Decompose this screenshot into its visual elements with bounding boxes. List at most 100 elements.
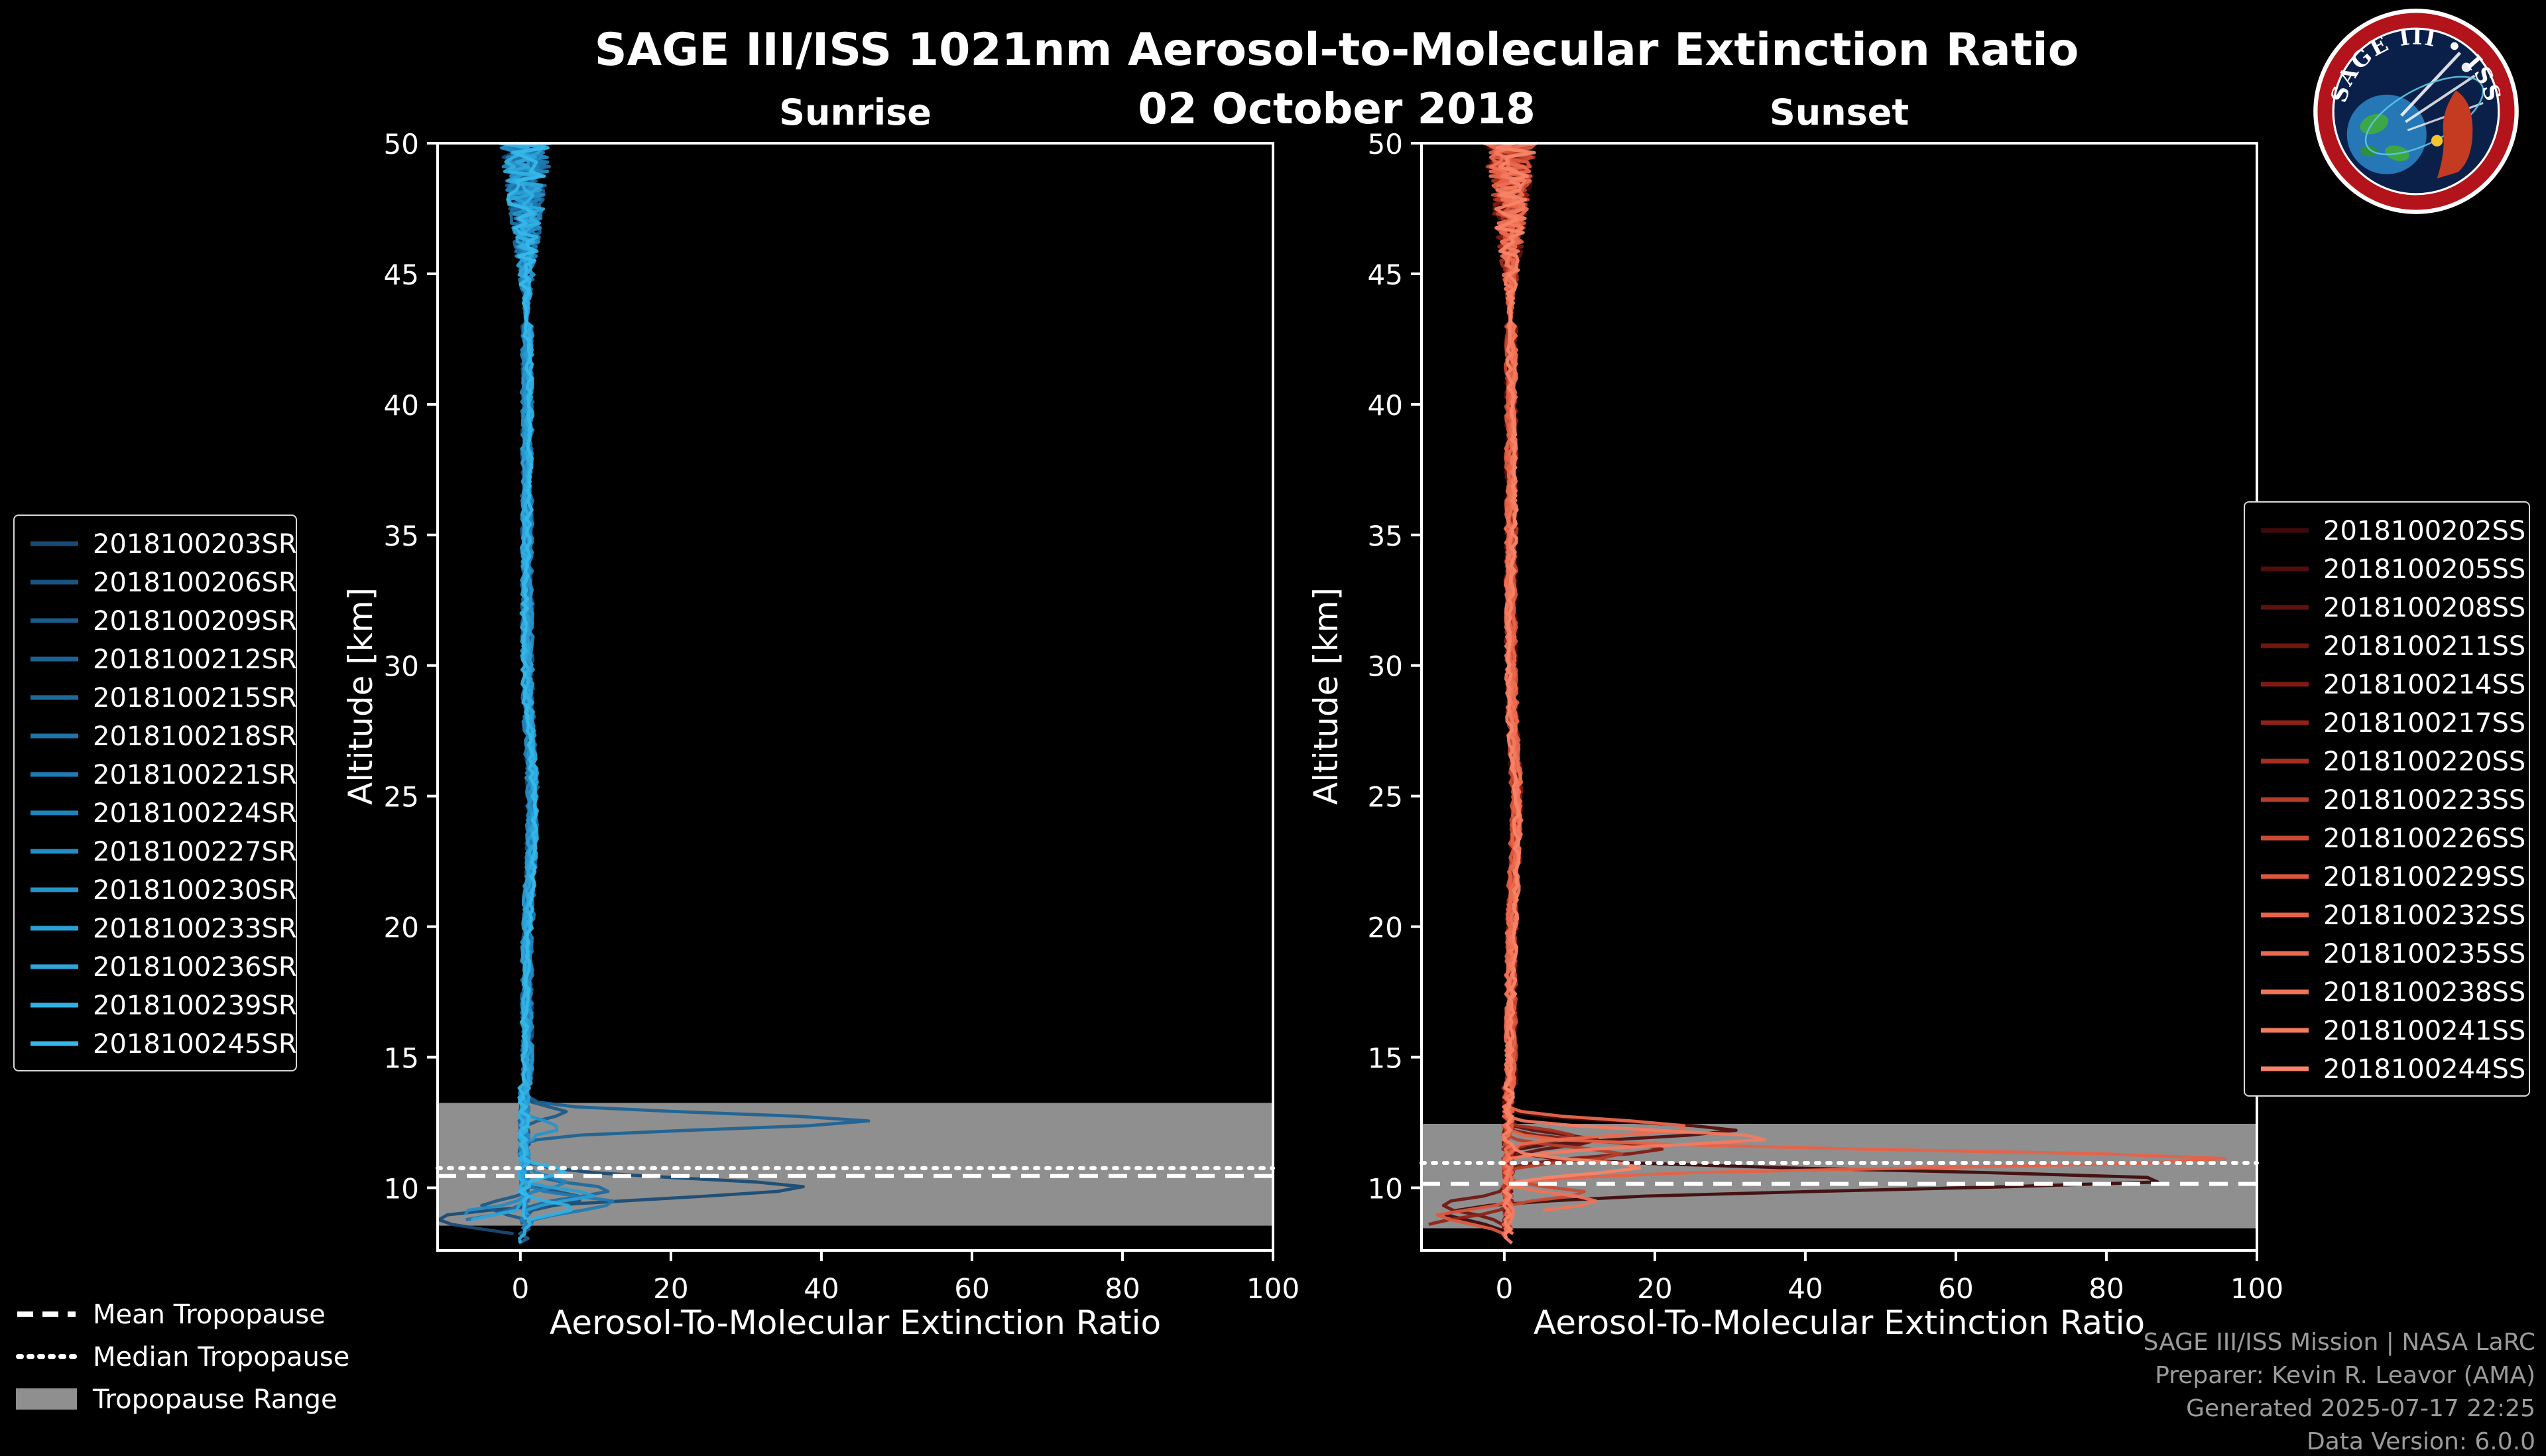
legend-item: 2018100226SS [2258, 818, 2525, 857]
legend-item-label: 2018100223SS [2323, 783, 2526, 815]
y-tick-label: 50 [1368, 128, 1403, 160]
profile-line [437, 142, 805, 1236]
legend-item: 2018100217SS [2258, 703, 2525, 741]
mean-tropopause-label: Mean Tropopause [93, 1298, 326, 1329]
legend-line-swatch [30, 540, 78, 546]
profile-line [507, 143, 559, 1211]
x-tick-label: 100 [2230, 1272, 2283, 1305]
sunset-y-axis-label: Altitude [km] [1307, 587, 1345, 805]
x-tick-label: 100 [1246, 1272, 1300, 1305]
y-tick-label: 30 [1368, 650, 1403, 683]
sage-iii-iss-logo: SAGE III • ISS [2313, 9, 2519, 214]
y-tick-label: 45 [384, 259, 419, 291]
legend-item: 2018100221SR [28, 755, 297, 793]
legend-item: 2018100239SR [28, 985, 297, 1024]
profile-line [505, 142, 595, 1215]
y-tick-label: 25 [1368, 781, 1403, 814]
legend-item: 2018100203SR [28, 524, 297, 562]
tropopause-range-legend-item: Tropopause Range [16, 1382, 349, 1415]
sunrise-panel-title: Sunrise [779, 93, 932, 134]
profile-line [1494, 142, 1767, 1235]
legend-line-swatch [30, 656, 78, 661]
legend-item: 2018100236SR [28, 947, 297, 985]
legend-item-label: 2018100238SS [2323, 975, 2526, 1007]
profile-line [499, 141, 573, 1244]
sunrise-x-axis-label: Aerosol-To-Molecular Extinction Ratio [549, 1304, 1162, 1342]
legend-item-label: 2018100233SR [93, 912, 297, 943]
legend-item: 2018100212SR [28, 639, 297, 678]
legend-item: 2018100233SR [28, 908, 297, 947]
legend-item: 2018100235SS [2258, 934, 2525, 972]
mission-credit: SAGE III/ISS Mission | NASA LaRC [2143, 1329, 2535, 1357]
mean-tropopause-legend-item: Mean Tropopause [16, 1297, 349, 1330]
legend-item-label: 2018100220SS [2323, 745, 2526, 776]
legend-item-label: 2018100227SR [93, 835, 297, 867]
legend-line-swatch [30, 579, 78, 584]
sunrise-event-legend: 2018100203SR 2018100206SR 2018100209SR 2018… [13, 515, 297, 1071]
legend-line-swatch [2261, 835, 2309, 840]
tropopause-range-swatch-icon [16, 1388, 77, 1409]
y-tick-label: 45 [1368, 259, 1403, 291]
y-tick-label: 40 [1368, 389, 1403, 422]
figure-date-subtitle: 02 October 2018 [1138, 84, 1536, 134]
legend-item: 2018100206SR [28, 562, 297, 601]
legend-line-swatch [30, 810, 78, 815]
y-tick-label: 40 [384, 389, 419, 422]
legend-item-label: 2018100212SR [93, 642, 297, 674]
legend-item: 2018100218SR [28, 716, 297, 755]
logo-moon-icon [2461, 62, 2471, 72]
legend-line-swatch [30, 694, 78, 699]
legend-item-label: 2018100208SS [2323, 591, 2526, 623]
plot-border [436, 142, 1274, 1252]
legend-item-label: 2018100217SS [2323, 706, 2526, 738]
y-tick-label: 25 [384, 781, 419, 814]
footer-credits: SAGE III/ISS Mission | NASA LaRC Prepare… [2144, 1329, 2535, 1456]
legend-line-swatch [30, 925, 78, 930]
profile-line [1486, 141, 1586, 1235]
legend-item-label: 2018100214SS [2323, 668, 2526, 699]
x-tick-label: 60 [954, 1272, 989, 1305]
profile-line [1494, 141, 1642, 1244]
legend-item-label: 2018100235SS [2323, 937, 2526, 969]
median-tropopause-dot-icon [16, 1353, 78, 1359]
legend-item: 2018100215SR [28, 678, 297, 716]
legend-line-swatch [30, 963, 78, 969]
sunset-event-legend: 2018100202SS 2018100205SS 2018100208SS 2018… [2244, 501, 2530, 1097]
y-tick-label: 30 [384, 650, 419, 683]
x-tick-label: 60 [1938, 1272, 1973, 1305]
legend-item: 2018100232SS [2258, 895, 2525, 934]
legend-item: 2018100238SS [2258, 972, 2525, 1010]
legend-line-swatch [2261, 758, 2309, 763]
logo-earth-icon [2346, 94, 2427, 174]
profile-line [506, 141, 567, 1221]
legend-item-label: 2018100221SR [93, 758, 297, 790]
legend-line-swatch [30, 617, 78, 623]
profile-line [465, 141, 551, 1221]
legend-item-label: 2018100209SR [93, 604, 297, 636]
sunset-x-axis-label: Aerosol-To-Molecular Extinction Ratio [1533, 1304, 2146, 1342]
legend-item-label: 2018100239SR [93, 989, 297, 1020]
tropopause-range-label: Tropopause Range [93, 1382, 337, 1414]
legend-line-swatch [30, 848, 78, 853]
legend-item-label: 2018100218SR [93, 719, 297, 751]
x-tick-label: 0 [1495, 1272, 1513, 1305]
legend-item-label: 2018100245SR [93, 1027, 297, 1059]
y-tick-label: 50 [384, 128, 419, 160]
legend-item-label: 2018100215SR [93, 681, 297, 713]
mean-tropopause-dash-icon [17, 1311, 76, 1316]
legend-line-swatch [30, 733, 78, 738]
legend-line-swatch [2261, 566, 2309, 571]
logo-figure-icon [2437, 90, 2473, 179]
logo-sun-icon [2431, 135, 2443, 147]
y-tick-label: 15 [384, 1042, 419, 1075]
legend-line-swatch [2261, 642, 2309, 648]
legend-item-label: 2018100205SS [2323, 552, 2526, 584]
legend-line-swatch [2261, 873, 2309, 879]
legend-item-label: 2018100211SS [2323, 629, 2526, 661]
x-tick-label: 80 [1105, 1272, 1140, 1305]
legend-item-label: 2018100244SS [2323, 1052, 2526, 1084]
y-tick-label: 20 [384, 912, 419, 944]
legend-line-swatch [30, 1002, 78, 1007]
profile-line [1490, 142, 1738, 1215]
